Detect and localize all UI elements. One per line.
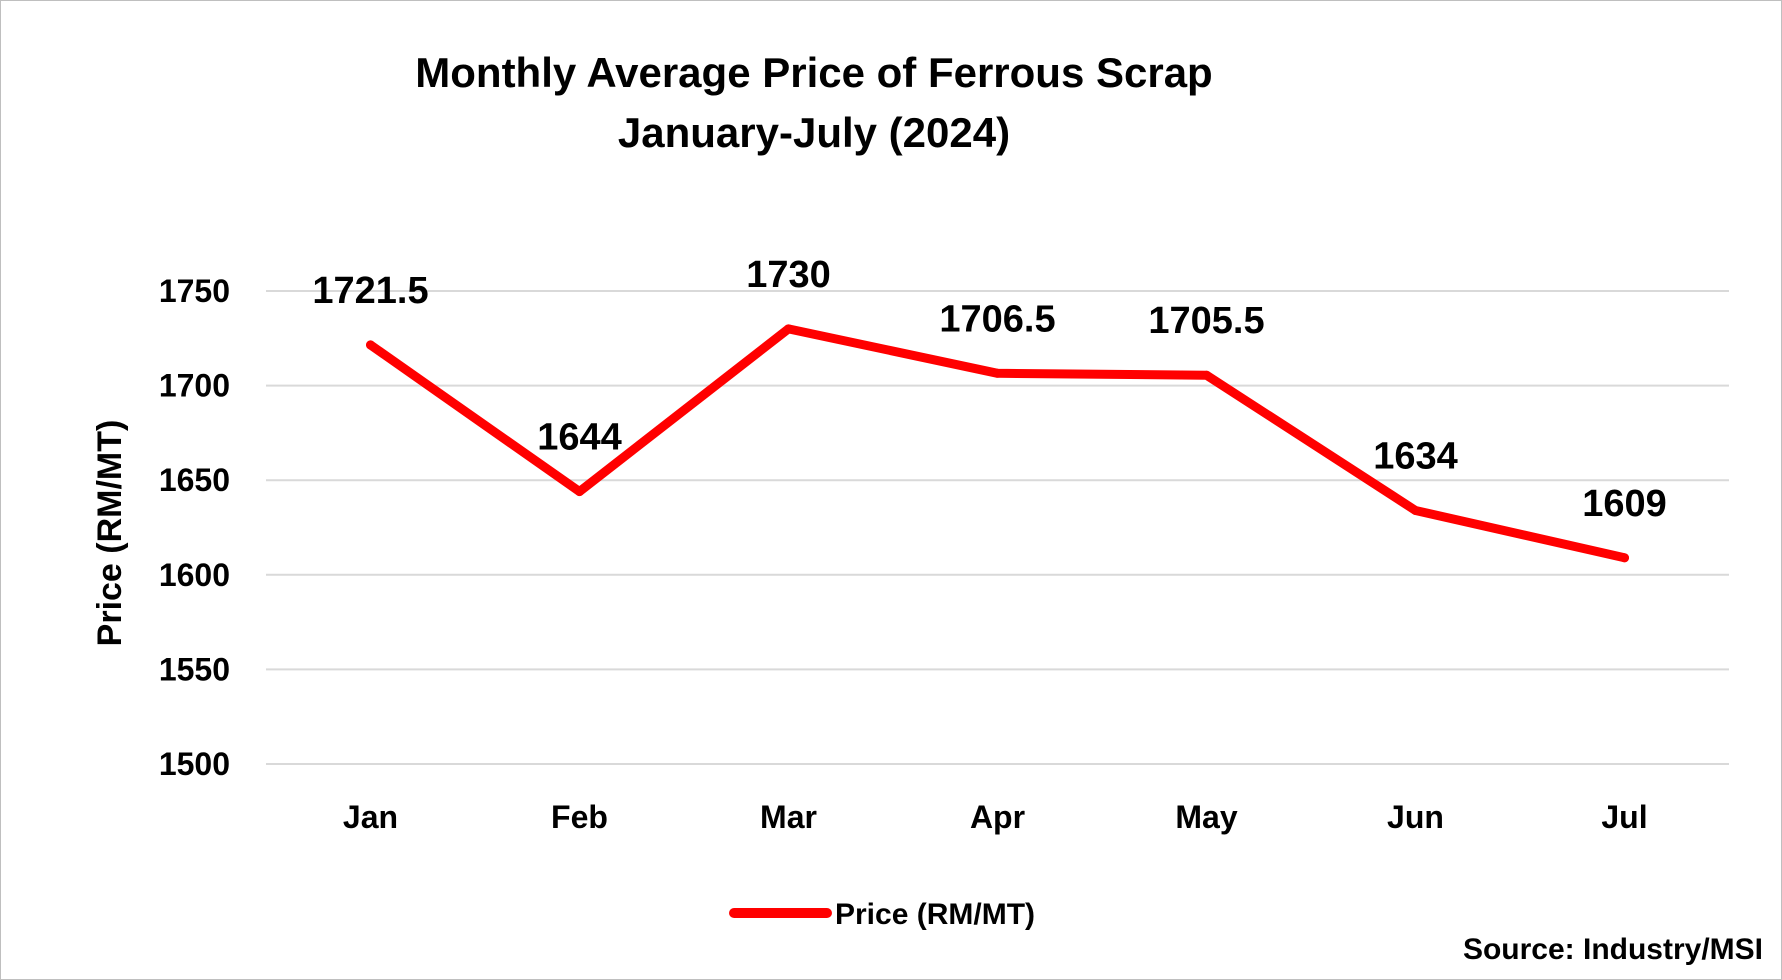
data-point (575, 487, 584, 497)
data-label: 1609 (1582, 483, 1667, 525)
data-point (784, 324, 793, 334)
y-tick-label: 1750 (159, 273, 230, 309)
y-tick-label: 1700 (159, 368, 230, 404)
series-group (366, 324, 1629, 563)
x-tick-label: Jan (343, 799, 398, 835)
x-tick-label: Feb (551, 799, 608, 835)
legend-label: Price (RM/MT) (835, 898, 1035, 931)
data-point (1202, 370, 1211, 380)
y-axis-title: Price (RM/MT) (91, 420, 129, 647)
y-tick-label: 1600 (159, 557, 230, 593)
chart-title-group: Monthly Average Price of Ferrous Scrap J… (415, 49, 1212, 156)
data-labels: 1721.5 1644 1730 1706.5 1705.5 1634 1609 (312, 254, 1666, 525)
data-point (1620, 553, 1629, 563)
data-label: 1705.5 (1148, 300, 1264, 342)
gridlines (266, 290, 1729, 765)
y-tick-label: 1500 (159, 746, 230, 782)
data-label: 1706.5 (939, 298, 1055, 340)
x-axis-ticks: Jan Feb Mar Apr May Jun Jul (343, 799, 1648, 835)
data-label: 1721.5 (312, 270, 428, 312)
chart-subtitle: January-July (2024) (618, 109, 1010, 156)
x-tick-label: Apr (970, 799, 1025, 835)
data-point (993, 368, 1002, 378)
data-label: 1644 (537, 417, 622, 459)
x-tick-label: Jul (1601, 799, 1647, 835)
x-tick-label: May (1175, 799, 1237, 835)
y-axis-ticks: 1500 1550 1600 1650 1700 1750 (159, 273, 230, 782)
y-tick-label: 1550 (159, 651, 230, 687)
source-note: Source: Industry/MSI (1463, 933, 1763, 966)
y-tick-label: 1650 (159, 462, 230, 498)
chart-title: Monthly Average Price of Ferrous Scrap (415, 49, 1212, 96)
data-point (366, 340, 375, 350)
data-label: 1634 (1373, 435, 1458, 477)
x-tick-label: Mar (760, 799, 817, 835)
data-label: 1730 (746, 254, 831, 296)
legend[interactable]: Price (RM/MT) (729, 898, 1035, 931)
x-tick-label: Jun (1387, 799, 1444, 835)
data-point (1411, 505, 1420, 515)
